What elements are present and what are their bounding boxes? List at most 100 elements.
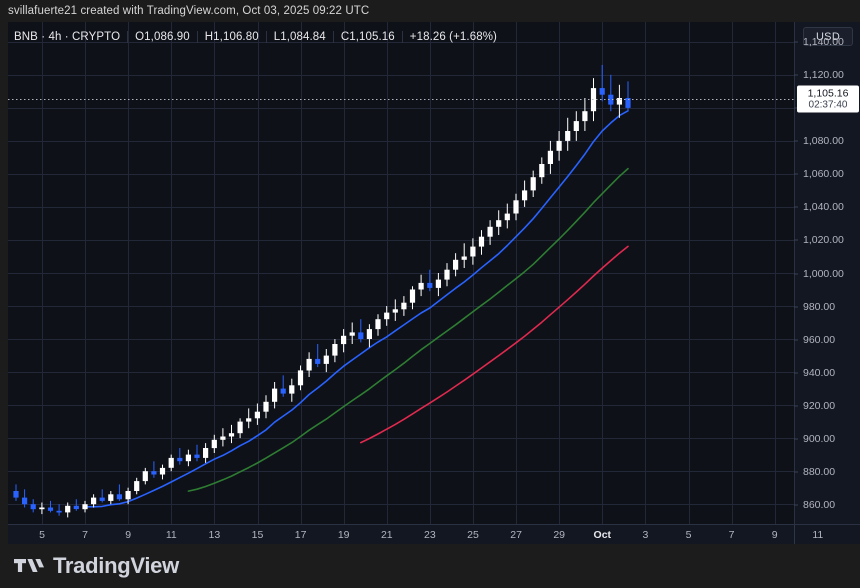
candle-body	[289, 385, 295, 394]
candle-body	[30, 504, 36, 510]
candle	[384, 306, 390, 326]
candle	[522, 180, 528, 207]
candle-body	[203, 448, 209, 458]
current-price-value: 1,105.16	[807, 87, 849, 100]
price-tick-label: 1,000.00	[803, 267, 844, 280]
candle	[565, 117, 571, 151]
bar-countdown: 02:37:40	[808, 99, 848, 111]
price-tick-mark	[794, 239, 798, 241]
candle-body	[496, 220, 502, 227]
candle-body	[116, 494, 122, 500]
candle-body	[91, 497, 97, 505]
candle	[461, 243, 467, 268]
candle-body	[608, 94, 614, 105]
candle	[349, 322, 355, 344]
candle	[530, 170, 536, 197]
ma-mid-line	[187, 167, 629, 492]
candle	[315, 344, 321, 368]
candle	[427, 269, 433, 292]
candle	[82, 500, 88, 513]
legend-symbol: BNB	[14, 31, 38, 43]
candle	[168, 454, 174, 472]
candle	[453, 253, 459, 277]
candle-body	[539, 164, 545, 178]
time-axis[interactable]: 5 7 9 11 13 15 17 19 21 23 25 27 29 Oct 3 5 7 9 11	[8, 524, 860, 545]
candle	[151, 461, 157, 478]
time-tick-label: 17	[294, 529, 307, 541]
candle-body	[56, 510, 62, 513]
candle	[513, 193, 519, 221]
candle-body	[487, 226, 493, 237]
candle-body	[211, 439, 217, 449]
legend-low-label: L	[273, 31, 281, 43]
candle-body	[194, 454, 200, 458]
candle-body	[185, 454, 191, 462]
legend-close-label: C	[340, 31, 350, 43]
legend-low-value: 1,084.84	[280, 31, 326, 43]
candle-body	[142, 471, 148, 482]
time-axis-separator	[794, 525, 795, 545]
price-tick-label: 1,060.00	[803, 168, 844, 181]
legend-interval: 4h	[48, 31, 62, 43]
candle	[504, 203, 510, 229]
time-tick-label: 5	[685, 529, 692, 541]
candle-body	[272, 388, 278, 402]
candle-body	[478, 236, 485, 247]
candle-body	[599, 88, 605, 95]
candle-body	[573, 121, 579, 131]
candlestick-plot[interactable]: ★★★★★★★★★★★★★★★★	[8, 22, 794, 524]
candle-body	[82, 504, 88, 510]
candle	[159, 464, 166, 480]
plot-svg	[8, 22, 794, 524]
candle-body	[453, 259, 459, 270]
candle	[435, 273, 441, 297]
candle-body	[65, 505, 71, 513]
candle	[323, 349, 329, 373]
candle	[134, 477, 140, 495]
attribution-bar: svillafuerte21 created with TradingView.…	[0, 0, 860, 22]
price-tick-mark	[794, 438, 798, 440]
price-tick-label: 880.00	[803, 465, 836, 478]
candle-body	[177, 457, 183, 462]
candle	[91, 494, 97, 508]
candle	[99, 489, 105, 503]
candle-body	[341, 335, 347, 345]
candle	[573, 111, 579, 141]
candle	[254, 403, 260, 425]
chart-area[interactable]: ★★★★★★★★★★★★★★★★ BNB · 4h · CRYPTO O1,08…	[0, 22, 860, 545]
candle-body	[625, 98, 631, 108]
time-tick-label: 27	[510, 529, 522, 541]
legend-close: C1,105.16	[332, 31, 402, 43]
price-tick-mark	[794, 173, 798, 175]
candle	[487, 220, 493, 245]
time-tick-label: 21	[380, 529, 393, 541]
candle-body	[306, 358, 312, 371]
time-tick-label: 29	[553, 529, 566, 541]
candle-body	[99, 497, 105, 501]
price-tick-label: 1,140.00	[803, 36, 844, 49]
time-tick-label: 7	[728, 529, 735, 541]
candle-body	[349, 332, 355, 336]
legend-exchange: CRYPTO	[72, 31, 121, 43]
candle	[401, 296, 407, 316]
candle	[478, 230, 485, 255]
candle	[185, 449, 191, 467]
time-tick-label: 7	[82, 529, 89, 541]
time-tick-label: 25	[467, 529, 479, 541]
legend-symbol-group[interactable]: BNB · 4h · CRYPTO	[8, 31, 127, 43]
candle-body	[358, 332, 364, 339]
candle	[297, 365, 304, 391]
price-axis[interactable]: USD 860.00 880.00 900.00 920.00 940.00 960.00…	[794, 22, 860, 544]
candle	[366, 324, 372, 348]
candle	[39, 502, 45, 515]
candle	[289, 378, 295, 402]
tradingview-wordmark: TradingView	[53, 553, 179, 578]
candle-body	[435, 279, 441, 288]
candle	[13, 484, 19, 501]
candle-body	[522, 190, 528, 201]
candle	[272, 382, 278, 409]
candle-body	[547, 150, 553, 164]
price-tick-mark	[794, 471, 798, 473]
price-tick-mark	[794, 306, 798, 308]
currency-badge[interactable]: USD	[803, 27, 853, 46]
